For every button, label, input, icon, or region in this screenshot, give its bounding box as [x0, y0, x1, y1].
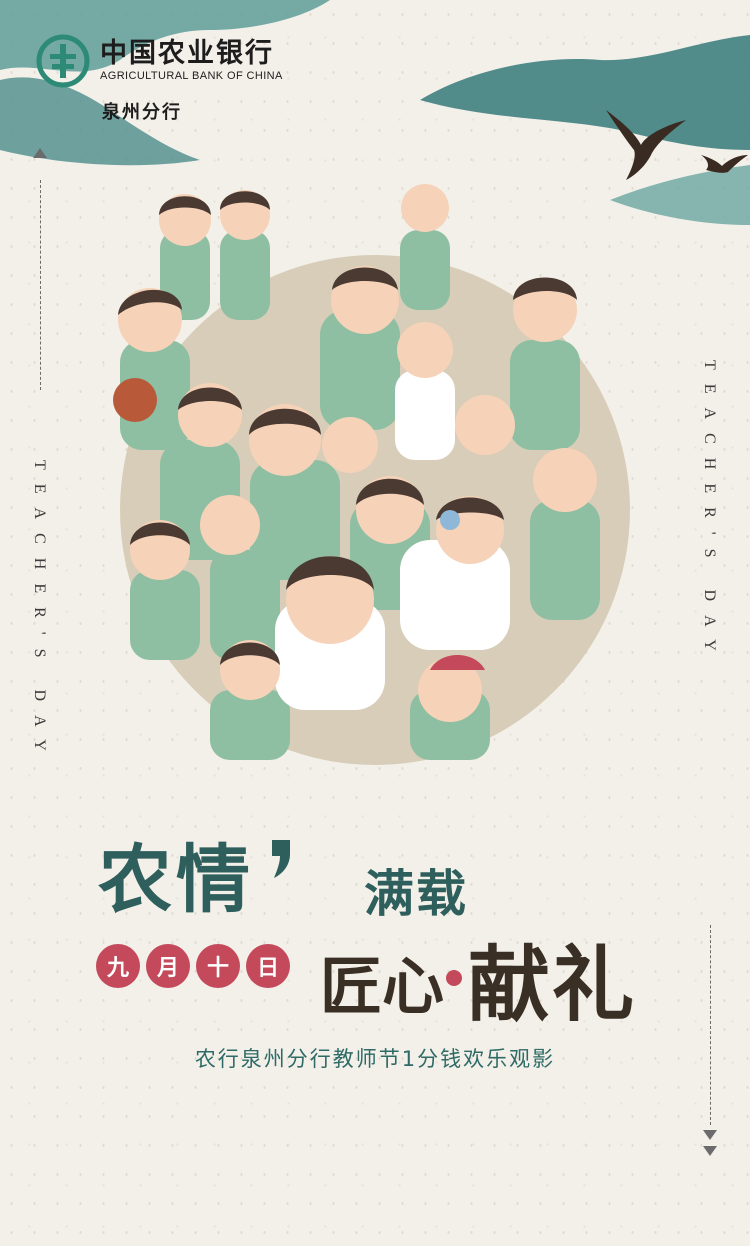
triangle-icon: [33, 148, 47, 158]
headline-line1-suffix: 满载: [364, 864, 468, 923]
right-side-text: TEACHER'S DAY: [701, 360, 718, 665]
birds-icon: [606, 110, 748, 180]
separator-dot: [446, 970, 462, 986]
right-dashed-line: [710, 925, 712, 1125]
students-group-illustration: [113, 184, 630, 765]
left-side-text: TEACHER'S DAY: [31, 460, 48, 765]
left-dashed-line: [40, 180, 42, 390]
subtitle: 农行泉州分行教师节1分钱欢乐观影: [194, 1047, 556, 1071]
abc-logo-icon: [36, 34, 90, 88]
bank-name-en: AGRICULTURAL BANK OF CHINA: [100, 70, 283, 82]
date-char: 日: [246, 944, 290, 988]
date-badges: 九 月 十 日: [96, 944, 296, 988]
triangle-down-icon: [703, 1130, 717, 1140]
date-char: 十: [196, 944, 240, 988]
branch-name: 泉州分行: [102, 102, 182, 123]
headline-line1: 农情: [98, 837, 254, 923]
triangle-down-icon-2: [703, 1146, 717, 1156]
mist-mountains: [0, 0, 750, 225]
bank-logo: 中国农业银行 AGRICULTURAL BANK OF CHINA: [36, 34, 283, 88]
date-char: 月: [146, 944, 190, 988]
headline-line2-a: 匠心: [320, 950, 445, 1023]
bank-name-cn: 中国农业银行: [100, 38, 274, 69]
headline-line2-b: 献礼: [468, 937, 637, 1033]
date-char: 九: [96, 944, 140, 988]
comma-mark-icon: [272, 840, 290, 878]
triangle-outline-icon: [33, 160, 47, 170]
